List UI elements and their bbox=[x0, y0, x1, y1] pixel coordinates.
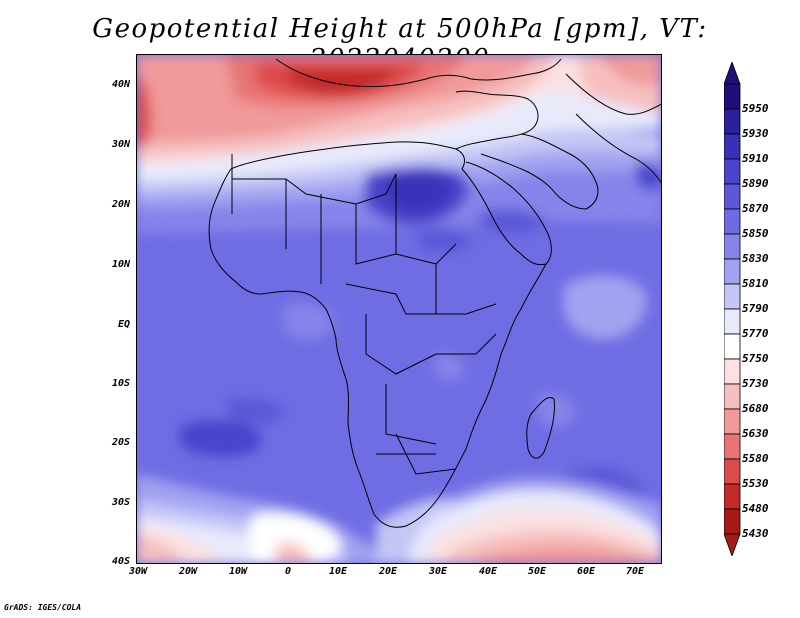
colorbar-swatch bbox=[724, 233, 741, 260]
colorbar-label: 5830 bbox=[742, 252, 769, 265]
colorbar-swatch bbox=[724, 358, 741, 385]
colorbar-label: 5680 bbox=[742, 402, 769, 415]
colorbar-label: 5910 bbox=[742, 152, 769, 165]
colorbar-label: 5950 bbox=[742, 102, 769, 115]
colorbar-swatch bbox=[724, 258, 741, 285]
colorbar-label: 5530 bbox=[742, 477, 769, 490]
colorbar-swatch bbox=[724, 383, 741, 410]
colorbar-swatch bbox=[724, 458, 741, 485]
colorbar bbox=[724, 62, 741, 556]
credit-text: GrADS: IGES/COLA bbox=[4, 603, 82, 612]
lat-label-10n: 10N bbox=[111, 259, 130, 270]
colorbar-label: 5750 bbox=[742, 352, 769, 365]
colorbar-label: 5770 bbox=[742, 327, 769, 340]
colorbar-label: 5930 bbox=[742, 127, 769, 140]
colorbar-swatch bbox=[724, 283, 741, 310]
colorbar-label: 5870 bbox=[742, 202, 769, 215]
lon-label-50e: 50E bbox=[527, 566, 547, 577]
colorbar-swatch bbox=[724, 83, 741, 110]
lon-label-30w: 30W bbox=[128, 566, 148, 577]
colorbar-label: 5890 bbox=[742, 177, 769, 190]
colorbar-swatch bbox=[724, 433, 741, 460]
lon-label-10e: 10E bbox=[328, 566, 348, 577]
colorbar-label: 5580 bbox=[742, 452, 769, 465]
colorbar-label: 5810 bbox=[742, 277, 769, 290]
lat-label-30s: 30S bbox=[111, 497, 130, 508]
colorbar-bottom-arrow bbox=[724, 533, 741, 556]
colorbar-swatch bbox=[724, 183, 741, 210]
colorbar-swatch bbox=[724, 108, 741, 135]
colorbar-label: 5850 bbox=[742, 227, 769, 240]
lon-label-0: 0 bbox=[284, 566, 292, 577]
lat-label-20s: 20S bbox=[111, 437, 130, 448]
colorbar-top-arrow bbox=[724, 62, 741, 85]
colorbar-swatch bbox=[724, 408, 741, 435]
lat-label-10s: 10S bbox=[111, 378, 130, 389]
map-plot bbox=[136, 54, 662, 564]
lon-label-70e: 70E bbox=[625, 566, 645, 577]
colorbar-swatch bbox=[724, 208, 741, 235]
lat-label-eq: EQ bbox=[117, 319, 130, 330]
lon-label-20e: 20E bbox=[378, 566, 398, 577]
colorbar-label: 5430 bbox=[742, 527, 769, 540]
lat-label-40s: 40S bbox=[111, 556, 130, 567]
colorbar-label: 5790 bbox=[742, 302, 769, 315]
colorbar-swatch bbox=[724, 483, 741, 510]
lat-label-40n: 40N bbox=[111, 79, 130, 90]
colorbar-swatch bbox=[724, 158, 741, 185]
colorbar-swatch bbox=[724, 508, 741, 535]
coastlines bbox=[208, 58, 662, 528]
colorbar-label: 5630 bbox=[742, 427, 769, 440]
lon-label-30e: 30E bbox=[428, 566, 448, 577]
lon-label-10w: 10W bbox=[228, 566, 248, 577]
colorbar-label: 5480 bbox=[742, 502, 769, 515]
lat-label-20n: 20N bbox=[111, 199, 130, 210]
lon-label-20w: 20W bbox=[178, 566, 198, 577]
colorbar-swatch bbox=[724, 308, 741, 335]
lon-label-40e: 40E bbox=[478, 566, 498, 577]
colorbar-swatch bbox=[724, 133, 741, 160]
lon-label-60e: 60E bbox=[576, 566, 596, 577]
colorbar-swatch bbox=[724, 333, 741, 360]
lat-label-30n: 30N bbox=[111, 139, 130, 150]
colorbar-label: 5730 bbox=[742, 377, 769, 390]
